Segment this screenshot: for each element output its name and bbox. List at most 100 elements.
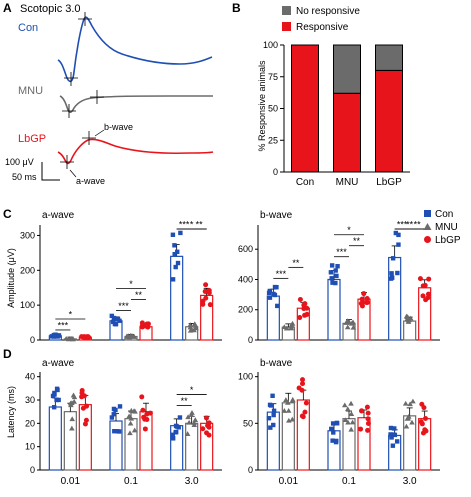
point-con — [111, 412, 116, 417]
point-con — [334, 273, 339, 279]
bar-con — [266, 295, 280, 341]
bar-mnu — [403, 320, 417, 341]
point-lbgp — [361, 291, 367, 297]
point-mnu — [402, 400, 409, 406]
point-con — [330, 280, 335, 285]
b-x-tick-label: Con — [296, 177, 314, 188]
y-tick-label: 100 — [20, 300, 35, 310]
point-mnu — [285, 407, 292, 413]
point-con — [329, 426, 334, 432]
point-con — [267, 288, 273, 294]
panel-a: Scotopic 3.0 Con MNU LbGP b-wave a-wave … — [5, 3, 214, 186]
point-lbgp — [302, 409, 308, 415]
panel-d-bwave-title: b-wave — [260, 358, 293, 369]
point-mnu — [131, 427, 138, 433]
point-con — [176, 425, 181, 430]
point-mnu — [289, 396, 296, 402]
y-tick-label: 20 — [25, 418, 35, 428]
legend-label-mnu: MNU — [435, 222, 458, 233]
point-lbgp — [359, 296, 365, 302]
sig-label: *** — [179, 220, 190, 230]
point-mnu — [63, 335, 69, 341]
point-con — [178, 230, 183, 236]
point-lbgp — [203, 282, 209, 288]
point-con — [271, 422, 276, 428]
point-lbgp — [85, 334, 91, 340]
legend-label-con: Con — [435, 209, 453, 220]
panel-label-d: D — [3, 347, 12, 361]
point-con — [51, 405, 57, 410]
point-con — [170, 436, 176, 441]
y-tick-label: 0 — [248, 335, 253, 345]
point-con — [109, 415, 115, 420]
sig-label: ** — [292, 258, 300, 268]
point-con — [109, 313, 115, 319]
marker-con-b — [78, 12, 92, 26]
panel-label-c: C — [3, 207, 12, 221]
x-tick-label: 3.0 — [185, 476, 199, 487]
point-con — [331, 430, 336, 435]
point-con — [267, 295, 273, 300]
sig-label: * — [347, 225, 351, 235]
panel-d-bwave-chart: b-wave 0 50 100 0.01 0.1 3.0 — [238, 358, 440, 487]
point-con — [330, 438, 335, 443]
point-lbgp — [365, 427, 371, 433]
sig-label: ** — [196, 220, 204, 230]
b-x-tick-label: MNU — [336, 177, 359, 188]
point-con — [266, 416, 272, 421]
point-lbgp — [365, 420, 371, 426]
legend-swatch-nonresp — [282, 6, 291, 15]
b-x-tick-label: LbGP — [376, 177, 402, 188]
point-mnu — [348, 411, 355, 416]
y-tick-label: 50 — [243, 418, 253, 428]
point-mnu — [186, 419, 192, 425]
panel-c-awave-title: a-wave — [42, 210, 75, 221]
point-mnu — [187, 322, 194, 327]
point-lbgp — [301, 302, 307, 308]
point-mnu — [403, 423, 410, 429]
legend-marker-mnu — [423, 223, 432, 230]
sig-label: ** — [353, 236, 361, 246]
sig-label: *** — [336, 247, 347, 257]
point-lbgp — [300, 414, 306, 420]
sig-label: *** — [118, 301, 129, 311]
point-con — [388, 276, 394, 281]
point-con — [390, 443, 396, 448]
point-con — [274, 285, 279, 290]
point-con — [170, 232, 176, 237]
b-bar-responsive — [333, 92, 361, 173]
bwave-label: b-wave — [104, 122, 133, 132]
point-mnu — [403, 313, 410, 319]
point-lbgp — [297, 315, 303, 321]
bar-mnu — [185, 422, 199, 471]
point-mnu — [184, 431, 191, 436]
point-con — [268, 403, 274, 408]
sig-label: *** — [276, 269, 287, 279]
b-bar-nonresponsive — [375, 44, 403, 71]
point-mnu — [348, 426, 354, 432]
point-mnu — [191, 422, 198, 427]
point-mnu — [128, 407, 135, 413]
point-mnu — [342, 417, 349, 423]
point-lbgp — [364, 296, 370, 302]
b-bar-responsive — [291, 44, 319, 173]
point-con — [175, 260, 181, 266]
point-mnu — [188, 326, 195, 332]
x-tick-label: 0.01 — [279, 476, 299, 487]
point-con — [395, 270, 400, 276]
point-lbgp — [200, 301, 206, 307]
point-mnu — [69, 416, 76, 422]
b-y-tick-label: 25 — [268, 135, 278, 145]
point-mnu — [289, 416, 296, 422]
sig-label: *** — [397, 220, 408, 230]
point-lbgp — [299, 387, 305, 393]
point-con — [56, 397, 61, 403]
point-lbgp — [145, 324, 151, 330]
point-mnu — [344, 406, 351, 412]
point-mnu — [126, 413, 132, 419]
panel-c-ylabel: Amplitude (μV) — [6, 248, 16, 308]
b-y-tick-label: 75 — [268, 72, 278, 82]
trace-label-lbgp: LbGP — [18, 133, 46, 145]
point-mnu — [192, 417, 199, 422]
point-lbgp — [418, 419, 424, 425]
